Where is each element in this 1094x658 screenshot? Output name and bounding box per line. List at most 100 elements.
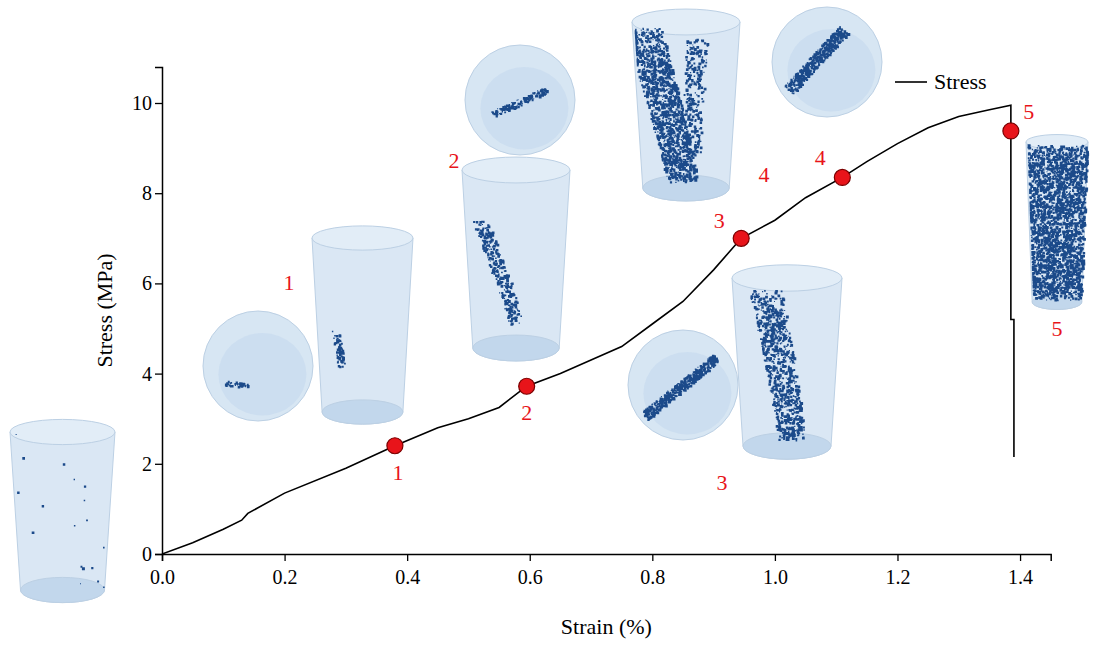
tick-mark [284, 554, 285, 561]
ct-disc [203, 311, 313, 421]
ct-crack [1027, 144, 1089, 301]
tick-mark [897, 554, 898, 561]
ct-body [312, 238, 413, 424]
tick-label: 0.6 [518, 566, 543, 588]
axis-line [163, 555, 1052, 562]
tick-label: 1.4 [1008, 566, 1033, 588]
tick: 0 [142, 543, 162, 565]
marker [733, 230, 749, 246]
tick: 0.4 [395, 554, 420, 588]
ct-top [732, 265, 842, 291]
tick-label: 2 [142, 453, 152, 475]
ct-image [1026, 135, 1089, 310]
tick-label: 0.2 [273, 566, 298, 588]
ct-crack [16, 434, 105, 588]
ct-body [732, 278, 842, 459]
tick-mark [155, 193, 162, 194]
ct-top [10, 419, 115, 444]
tick-label: 6 [142, 272, 152, 294]
legend-label: Stress [934, 69, 987, 94]
ct-top [462, 157, 570, 183]
ct-top [632, 9, 740, 35]
ct-crack [473, 221, 522, 326]
legend: Stress [895, 69, 987, 94]
tick: 2 [142, 453, 162, 475]
tick: 1.0 [763, 554, 788, 588]
marker-label: 1 [392, 460, 403, 485]
axis-line [155, 67, 163, 554]
tick-label: 8 [142, 182, 152, 204]
tick-label: 0 [142, 543, 152, 565]
tick-mark [155, 283, 162, 284]
marker-label: 4 [815, 145, 826, 170]
ct-crack [643, 355, 719, 421]
ct-body [462, 170, 570, 361]
ct-image [10, 419, 115, 602]
ct-image [203, 311, 313, 421]
ct-image [462, 157, 570, 361]
x-axis-title: Strain (%) [561, 614, 652, 639]
image-label: 4 [759, 162, 770, 187]
marker-label: 5 [1023, 99, 1034, 124]
ct-bottom [21, 577, 105, 602]
tick-label: 10 [132, 92, 152, 114]
image-label: 2 [449, 148, 460, 173]
tick-label: 1.0 [763, 566, 788, 588]
ct-crack [491, 88, 548, 117]
image-label: 5 [1052, 316, 1063, 341]
ct-image [628, 330, 738, 440]
tick: 0.2 [273, 554, 298, 588]
tick: 6 [142, 272, 162, 294]
marker [387, 438, 403, 454]
ct-crack [225, 381, 250, 389]
ct-body [632, 22, 740, 201]
marker [1003, 123, 1019, 139]
ct-crack [750, 290, 804, 442]
ct-image [465, 45, 575, 155]
marker [519, 378, 535, 394]
legend-swatch [895, 81, 927, 83]
ct-top [312, 226, 413, 250]
ct-disc [628, 330, 738, 440]
ct-image [732, 265, 842, 459]
ct-images [10, 7, 1089, 603]
tick-label: 4 [142, 363, 152, 385]
tick-mark [652, 554, 653, 561]
tick: 0.8 [640, 554, 665, 588]
tick: 10 [132, 92, 162, 114]
tick: 8 [142, 182, 162, 204]
marker-label: 2 [521, 400, 532, 425]
marker-label: 3 [714, 208, 725, 233]
tick: 1.4 [1008, 554, 1033, 588]
ct-image [772, 7, 882, 117]
tick-label: 1.2 [885, 566, 910, 588]
ct-image [312, 226, 413, 424]
tick-mark [1020, 554, 1021, 561]
tick-mark [775, 554, 776, 561]
ct-crack [635, 28, 710, 184]
tick-mark [155, 554, 162, 555]
image-label: 3 [717, 470, 728, 495]
ct-disc-inner [480, 67, 568, 150]
ct-top [1026, 135, 1088, 150]
tick-label: 0.0 [150, 566, 175, 588]
x-axis: 0.0 0.2 0.4 0.6 0.8 1.0 1.2 1.4 [150, 554, 1051, 588]
tick-mark [407, 554, 408, 561]
data-line [162, 105, 1014, 554]
ct-disc [465, 45, 575, 155]
ct-crack [785, 26, 851, 94]
y-axis: 0 2 4 6 8 10 [132, 67, 163, 564]
ct-image [632, 9, 740, 201]
ct-disc-inner [218, 333, 306, 416]
tick: 4 [142, 363, 162, 385]
tick-mark [155, 464, 162, 465]
tick-mark [155, 373, 162, 374]
tick-mark [155, 103, 162, 104]
tick-mark [530, 554, 531, 561]
tick: 0.6 [518, 554, 543, 588]
plot-area [162, 105, 1019, 554]
ct-crack [332, 331, 346, 369]
ct-bottom [322, 400, 403, 424]
ct-bottom [473, 335, 559, 361]
tick-label: 0.8 [640, 566, 665, 588]
